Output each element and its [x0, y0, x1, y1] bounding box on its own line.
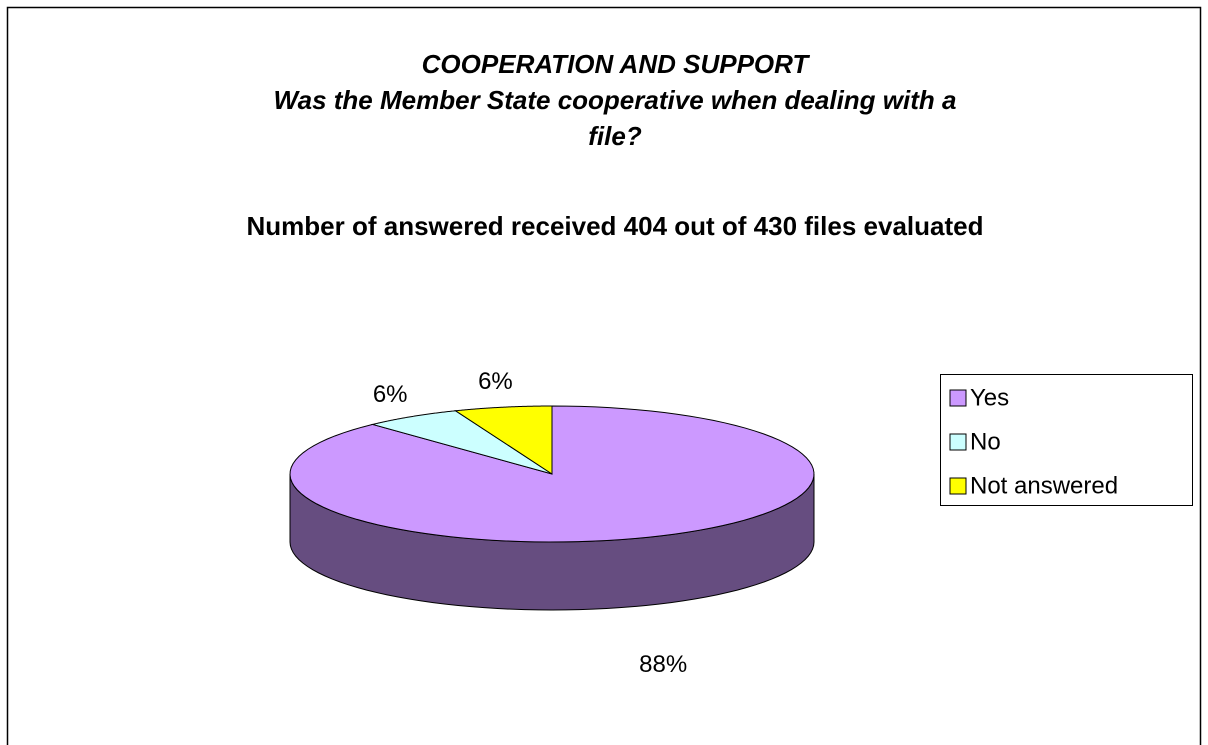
legend-box: [940, 374, 1193, 506]
annotation: Number of answered received 404 out of 4…: [246, 211, 984, 241]
legend-swatch: [949, 477, 967, 495]
data-label: 6%: [478, 368, 513, 395]
data-label: 6%: [373, 381, 408, 408]
data-label: 88%: [639, 651, 687, 678]
legend-label: No: [970, 428, 1001, 455]
legend-swatch: [949, 389, 967, 407]
pie-slice: [454, 405, 553, 475]
legend-swatch: [949, 433, 967, 451]
chart-title: COOPERATION AND SUPPORT: [421, 49, 809, 79]
pie-slice: [370, 410, 553, 475]
chart-subtitle: Was the Member State cooperative when de…: [273, 85, 957, 151]
legend-label: Not answered: [970, 472, 1118, 499]
legend-label: Yes: [970, 384, 1009, 411]
chart-frame: [6, 6, 1202, 745]
